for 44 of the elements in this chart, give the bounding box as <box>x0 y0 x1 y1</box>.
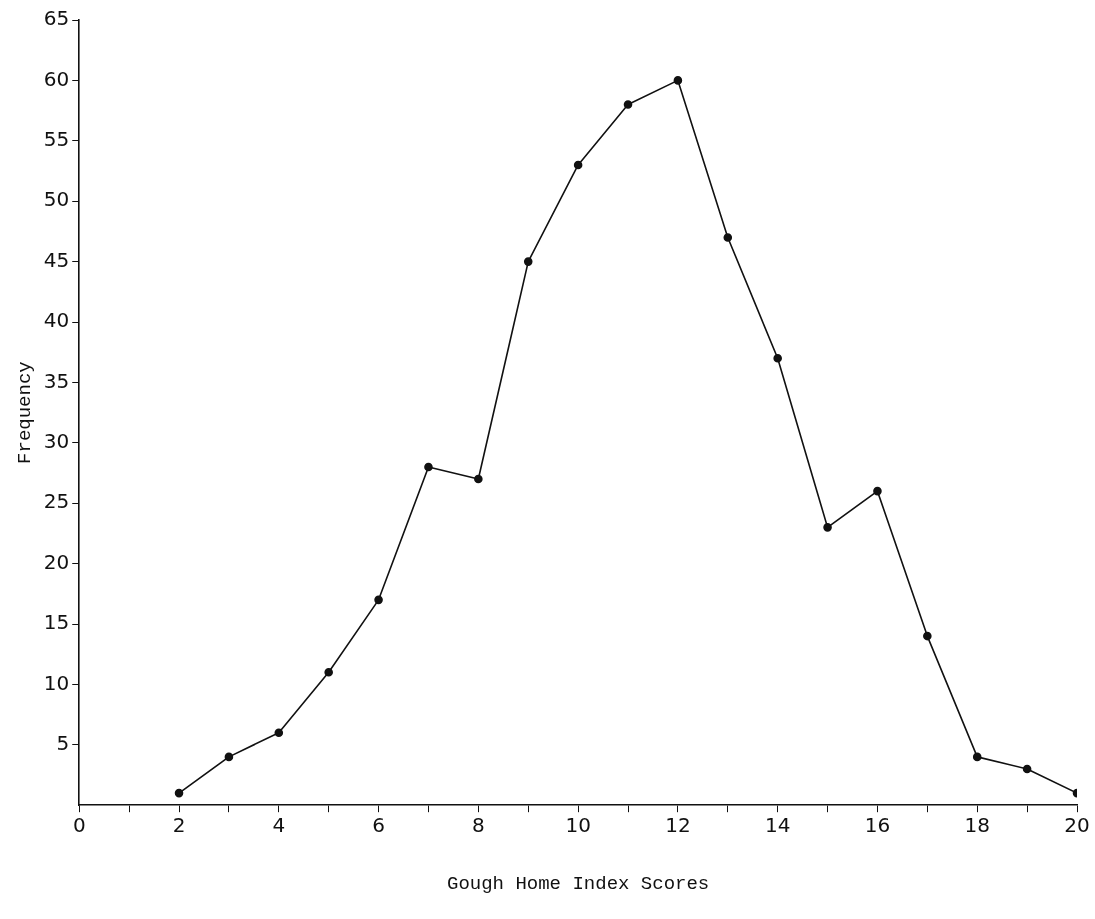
y-tick-label: 60 <box>43 66 70 91</box>
point <box>573 160 583 170</box>
x-tick-label: 14 <box>764 813 791 838</box>
y-tick-label: 20 <box>43 549 70 574</box>
x-tick-label: 16 <box>864 813 891 838</box>
y-tick-label: 25 <box>43 489 70 514</box>
point <box>873 486 882 496</box>
point <box>424 462 433 472</box>
x-tick-label: 2 <box>172 813 186 838</box>
point <box>324 668 333 677</box>
x-tick-label: 6 <box>372 813 385 838</box>
point <box>723 233 733 242</box>
point <box>523 257 533 266</box>
y-tick-label: 55 <box>43 127 70 151</box>
y-tick-label: 15 <box>43 610 70 635</box>
y-tick-label: 5 <box>56 731 70 755</box>
y-tick-label: 65 <box>43 6 70 31</box>
x-tick-label: 8 <box>471 813 485 838</box>
point <box>374 595 383 605</box>
point <box>1022 764 1032 774</box>
point <box>972 752 982 762</box>
point <box>823 523 832 532</box>
point <box>174 788 184 798</box>
y-tick-label: 35 <box>43 368 70 393</box>
point <box>673 76 683 85</box>
point <box>923 631 932 641</box>
y-axis-title: Frequency <box>14 361 37 464</box>
point <box>773 353 782 363</box>
x-tick-label: 4 <box>272 813 286 838</box>
x-tick-label: 10 <box>565 813 591 838</box>
point <box>623 100 633 109</box>
x-tick-label: 0 <box>72 813 86 838</box>
y-tick-label: 10 <box>43 670 70 695</box>
point <box>474 474 483 484</box>
point <box>274 728 284 738</box>
point <box>224 752 234 762</box>
y-tick-label: 30 <box>43 429 70 453</box>
x-tick-label: 18 <box>964 813 990 838</box>
y-tick-label: 40 <box>43 308 70 333</box>
y-tick-label: 45 <box>43 247 70 272</box>
x-tick-label: 20 <box>1064 813 1090 838</box>
y-tick-label: 50 <box>43 187 70 212</box>
x-tick-label: 12 <box>665 813 691 838</box>
x-axis-title: Gough Home Index Scores <box>447 872 710 895</box>
